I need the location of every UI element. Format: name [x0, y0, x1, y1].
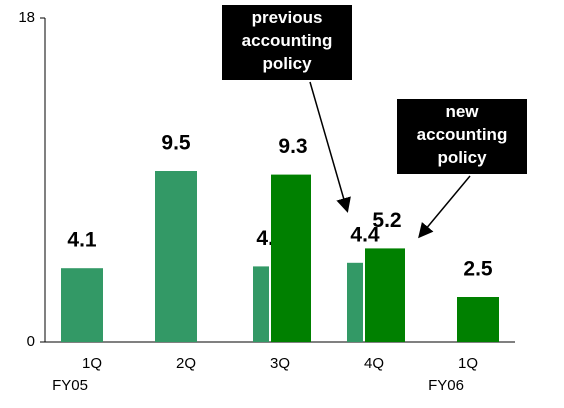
value-label: 4.1: [67, 229, 97, 252]
annotation-arrow: [309, 81, 351, 213]
bar: [347, 262, 363, 342]
y-tick-label: 0: [27, 333, 35, 350]
y-tick-label: 18: [18, 9, 35, 26]
bar: [155, 171, 197, 342]
value-label: 5.2: [372, 209, 401, 232]
bar: [271, 174, 311, 342]
x-tick-label: FY06: [428, 377, 464, 394]
bar: [457, 297, 499, 342]
value-label: 4.4: [350, 223, 380, 246]
annotation-text: previous accounting policy: [242, 8, 333, 73]
x-tick-label: 1Q: [82, 355, 102, 372]
x-tick-label: 2Q: [176, 355, 196, 372]
x-tick-label: FY05: [52, 377, 88, 394]
bar: [61, 268, 103, 342]
x-tick-label: 1Q: [458, 355, 478, 372]
x-tick-label: 3Q: [270, 355, 290, 372]
bar: [365, 248, 405, 342]
value-label: 2.5: [463, 258, 493, 281]
bar: [253, 266, 269, 342]
annotation-text: new accounting policy: [417, 102, 508, 167]
value-label: 9.3: [278, 135, 307, 158]
annotation-box: [397, 99, 527, 174]
value-label: 9.5: [161, 132, 191, 155]
annotation-box: [222, 5, 352, 80]
x-tick-label: 4Q: [364, 355, 384, 372]
annotation-arrow: [418, 175, 471, 239]
